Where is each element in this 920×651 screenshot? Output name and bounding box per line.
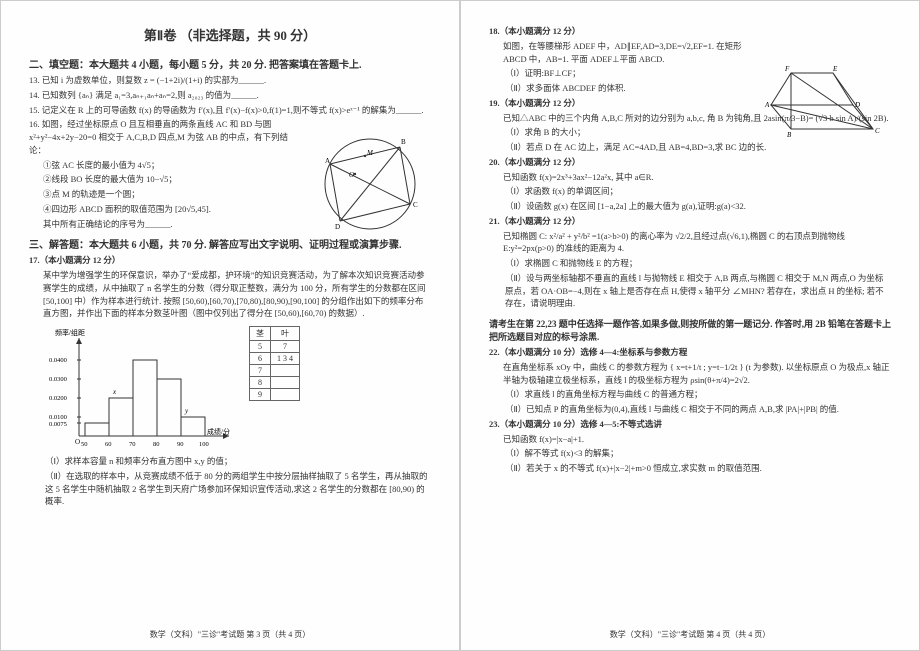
svg-text:O: O	[349, 171, 354, 179]
q23-body: 已知函数 f(x)=|x−a|+1.	[503, 433, 891, 446]
svg-text:x: x	[112, 388, 117, 396]
svg-text:50: 50	[81, 441, 88, 448]
q21-head: 21.（本小题满分 12 分）	[489, 215, 891, 228]
stem-r4: 8	[250, 377, 271, 389]
q17-figures: 频率/组距 0.0400 0.0300 0.0200 0.0100 0.0075…	[47, 326, 431, 451]
q16-stem: 16. 如图，经过坐标原点 O 且互相垂直的两条直线 AC 和 BD 与圆 x²…	[29, 118, 289, 156]
svg-text:C: C	[875, 127, 880, 135]
stem-r3: 7	[250, 365, 271, 377]
svg-text:B: B	[401, 138, 406, 146]
q15: 15. 记定义在 R 上的可导函数 f(x) 的导函数为 f′(x),且 f′(…	[29, 104, 431, 117]
trapezoid-figure: A D E F B C	[753, 61, 883, 139]
q22-head: 22.（本小题满分 10 分）选修 4—4:坐标系与参数方程	[489, 346, 891, 359]
q14: 14. 已知数列 {aₙ} 满足 a₁=3,aₙ₊₁aₙ+aₙ=2,则 a₂₀₂…	[29, 89, 431, 102]
svg-text:A: A	[325, 157, 330, 165]
q23-sub2: （Ⅱ）若关于 x 的不等式 f(x)+|x−2|+m>0 恒成立,求实数 m 的…	[505, 462, 891, 475]
histogram: 频率/组距 0.0400 0.0300 0.0200 0.0100 0.0075…	[47, 326, 237, 451]
svg-text:80: 80	[153, 441, 160, 448]
sheet-title: 第Ⅱ卷 （非选择题，共 90 分）	[29, 25, 431, 44]
q22-body: 在直角坐标系 xOy 中，曲线 C 的参数方程为 { x=t+1/t ; y=t…	[503, 361, 891, 387]
q20-sub2: （Ⅱ）设函数 g(x) 在区间 [1−a,2a] 上的最大值为 g(a),证明:…	[505, 200, 891, 213]
page-right: 18.（本小题满分 12 分） 如图，在等腰梯形 ADEF 中，AD∥EF,AD…	[460, 0, 920, 651]
svg-text:0.0400: 0.0400	[49, 357, 67, 364]
circle-figure: A C B D M O	[315, 129, 425, 239]
q21-sub1: （Ⅰ）求椭圆 C 和抛物线 E 的方程；	[505, 257, 891, 270]
page-left: 第Ⅱ卷 （非选择题，共 90 分） 二、填空题：本大题共 4 小题，每小题 5 …	[0, 0, 460, 651]
q18-head: 18.（本小题满分 12 分）	[489, 25, 891, 38]
svg-text:M: M	[366, 149, 374, 157]
svg-text:60: 60	[105, 441, 112, 448]
svg-text:A: A	[764, 101, 770, 109]
q13: 13. 已知 i 为虚数单位，则复数 z = (−1+2i)/(1+i) 的实部…	[29, 74, 431, 87]
q20-sub1: （Ⅰ）求函数 f(x) 的单调区间；	[505, 185, 891, 198]
fill-blank-heading: 二、填空题：本大题共 4 小题，每小题 5 分，共 20 分. 把答案填在答题卡…	[29, 56, 431, 71]
svg-text:频率/组距: 频率/组距	[55, 328, 85, 337]
stem-leaf-table: 茎叶 57 61 3 4 7 8 9	[249, 326, 300, 401]
q20-head: 20.（本小题满分 12 分）	[489, 156, 891, 169]
choose-note: 请考生在第 22,23 题中任选择一题作答,如果多做,则按所做的第一题记分. 作…	[489, 317, 891, 343]
svg-text:B: B	[787, 131, 792, 139]
q19-sub2: （Ⅱ）若点 D 在 AC 边上，满足 AC=4AD,且 AB=4,BD=3,求 …	[505, 141, 891, 154]
svg-text:100: 100	[199, 441, 209, 448]
q17-sub1: （Ⅰ）求样本容量 n 和频率分布直方图中 x,y 的值；	[45, 455, 431, 468]
q17-head: 17.（本小题满分 12 分）	[29, 254, 431, 267]
stem-r5: 9	[250, 389, 271, 401]
leaf-r1: 7	[271, 341, 300, 353]
svg-text:成绩/分: 成绩/分	[207, 427, 230, 436]
svg-text:E: E	[832, 65, 838, 73]
q21-body: 已知椭圆 C: x²/a² + y²/b² =1(a>b>0) 的离心率为 √2…	[503, 230, 891, 256]
leaf-r2: 1 3 4	[271, 353, 300, 365]
stem-r2: 6	[250, 353, 271, 365]
svg-text:O: O	[75, 438, 80, 446]
q17-body: 某中学为增强学生的环保意识，举办了“爱成都，护环境”的知识竞赛活动，为了解本次知…	[43, 269, 431, 320]
q23-sub1: （Ⅰ）解不等式 f(x)<3 的解集；	[505, 447, 891, 460]
left-footer: 数学（文科）"三诊"考试题 第 3 页（共 4 页）	[29, 623, 431, 640]
q22-sub2: （Ⅱ）已知点 P 的直角坐标为(0,4),直线 l 与曲线 C 相交于不同的两点…	[505, 403, 891, 416]
svg-text:70: 70	[129, 441, 136, 448]
leaf-r4	[271, 377, 300, 389]
svg-text:0.0100: 0.0100	[49, 414, 67, 421]
q20-body: 已知函数 f(x)=2x³+3ax²−12a²x, 其中 a∈R.	[503, 171, 891, 184]
q21-sub2: （Ⅱ）设与两坐标轴都不垂直的直线 l 与抛物线 E 相交于 A,B 两点,与椭圆…	[505, 272, 891, 310]
q18-body: 如图，在等腰梯形 ADEF 中，AD∥EF,AD=3,DE=√2,EF=1. 在…	[503, 40, 753, 66]
svg-text:90: 90	[177, 441, 184, 448]
right-footer: 数学（文科）"三诊"考试题 第 4 页（共 4 页）	[489, 623, 891, 640]
q23-head: 23.（本小题满分 10 分）选修 4—5:不等式选讲	[489, 418, 891, 431]
q17-sub2: （Ⅱ）在选取的样本中，从竞赛成绩不低于 80 分的两组学生中按分层抽样抽取了 5…	[45, 470, 431, 508]
leaf-r3	[271, 365, 300, 377]
svg-text:y: y	[184, 407, 189, 415]
stem-r1: 5	[250, 341, 271, 353]
svg-text:0.0300: 0.0300	[49, 376, 67, 383]
svg-text:C: C	[413, 201, 418, 209]
svg-text:F: F	[784, 65, 790, 73]
svg-text:0.0200: 0.0200	[49, 395, 67, 402]
svg-text:0.0075: 0.0075	[49, 421, 67, 428]
q22-sub1: （Ⅰ）求直线 l 的直角坐标方程与曲线 C 的普通方程；	[505, 388, 891, 401]
svg-text:D: D	[854, 101, 860, 109]
leaf-head: 叶	[271, 327, 300, 341]
svg-text:D: D	[335, 223, 340, 231]
stem-head: 茎	[250, 327, 271, 341]
leaf-r5	[271, 389, 300, 401]
